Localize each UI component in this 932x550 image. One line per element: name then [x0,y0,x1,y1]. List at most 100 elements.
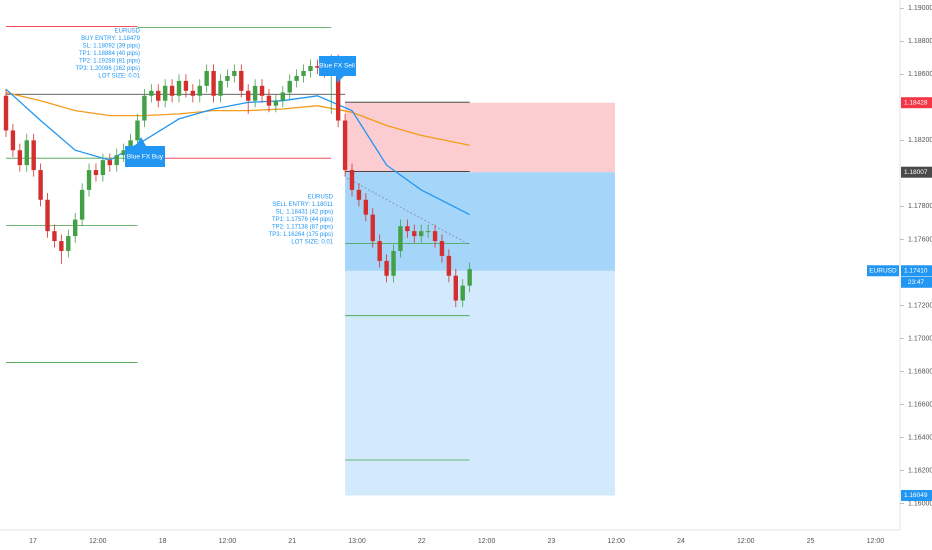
y-tick-label: 1.17000 [908,335,932,342]
buy-signal: Blue FX Buy [125,137,165,167]
candle-body [425,231,431,233]
x-tick-label: 12:00 [737,538,755,545]
candle-body [59,241,64,251]
y-tick-label: 1.18200 [908,137,932,144]
candle-body [439,241,445,256]
x-tick-label: 12:00 [89,538,107,545]
buy-callout [125,137,165,167]
price-marker-label: 1.18007 [904,169,928,176]
sell-signal-label: Blue FX Sell [319,63,355,70]
x-tick-label: 21 [288,538,296,545]
moving-averages [5,88,470,216]
candle-body [128,140,133,151]
sell-note-line: SELL ENTRY: 1.18011 [272,202,333,208]
candle-body [349,170,355,190]
x-tick-label: 24 [677,538,685,545]
candle-body [162,85,168,101]
symbol-tag [867,265,899,277]
buy-note-line: TP3: 1.20096 (162 pips) [76,66,140,72]
candle-body [239,70,244,91]
candle-body [266,95,272,106]
candle-body [149,90,154,96]
sell-callout [319,56,356,83]
candle-body [467,269,472,286]
candle-body [446,255,452,276]
y-tick-label: 1.16800 [908,368,932,375]
candle-body [169,85,175,96]
axes: 1.19000 1.18800 1.18600 1.18200 1.17800 1.176… [29,5,932,545]
position-zone [345,172,615,271]
symbol-tag-label: EURUSD [869,267,897,274]
candle-body [356,189,362,200]
sell-note-line: TP1: 1.17576 (44 pips) [272,217,333,223]
sell-note-line: TP3: 1.16264 (175 pips) [269,232,333,238]
candle-body [45,199,50,232]
candle-body [86,170,92,190]
candle-body [142,95,147,121]
candle-body [453,275,458,301]
buy-note-line: EURUSD [115,29,141,35]
x-tick-label: 22 [418,538,426,545]
candle-body [363,199,369,215]
candle-body [10,130,16,151]
sell-note-line: EURUSD [308,195,334,201]
candle-body [419,231,424,237]
candle-body [232,70,237,76]
x-tick-label: 23 [548,538,556,545]
buy-note-line: LOT SIZE: 0.01 [98,74,140,80]
moving-average [5,91,470,146]
candle-body [287,80,292,93]
candle-body [405,226,410,232]
y-tick-label: 1.17200 [908,302,932,309]
candle-body [17,150,23,166]
candle-body [121,150,126,156]
candle-body [398,226,403,251]
candle-body [93,170,99,176]
candle-body [197,85,202,96]
x-tick-label: 12:00 [607,538,625,545]
position-zone [345,270,615,496]
candle-body [107,160,112,166]
candle-body [183,80,189,91]
candle-body [52,231,57,242]
countdown-label: 23:47 [908,279,925,286]
candle-body [176,80,182,96]
price-marker-label: 1.16049 [904,492,928,499]
buy-note-line: SL: 1.18092 (39 pips) [83,44,140,50]
y-tick-label: 1.18600 [908,71,932,78]
candle-body [135,120,140,141]
candle-body [391,250,396,276]
position-zone [345,102,615,173]
candle-body [31,140,36,171]
candle-body [370,214,375,242]
candle-body [79,189,85,220]
candle-body [301,70,306,76]
candle-body [308,66,313,71]
position-zones [345,102,615,496]
sell-note-line: SL: 1.18431 (42 pips) [276,210,333,216]
candle-body [66,236,71,251]
candle-body [225,75,230,81]
sell-note-line: TP2: 1.17138 (87 pips) [272,225,333,231]
candle-body [73,219,78,237]
price-marker [901,97,932,109]
candles [3,54,472,308]
candle-body [460,285,465,301]
moving-average [5,88,470,216]
buy-signal-label: Blue FX Buy [127,154,164,161]
candle-body [204,70,209,86]
candle-body [100,160,106,176]
x-tick-label: 12:00 [219,538,237,545]
x-tick-label: 17 [29,538,37,545]
sell-signal: Blue FX Sell [319,56,356,83]
candle-body [377,241,382,261]
y-tick-label: 1.16000 [908,500,932,507]
price-marker [901,489,932,501]
candle-body [335,61,341,121]
candle-body [315,66,320,68]
y-tick-label: 1.16600 [908,401,932,408]
candle-body [38,170,43,200]
y-tick-label: 1.16400 [908,434,932,441]
